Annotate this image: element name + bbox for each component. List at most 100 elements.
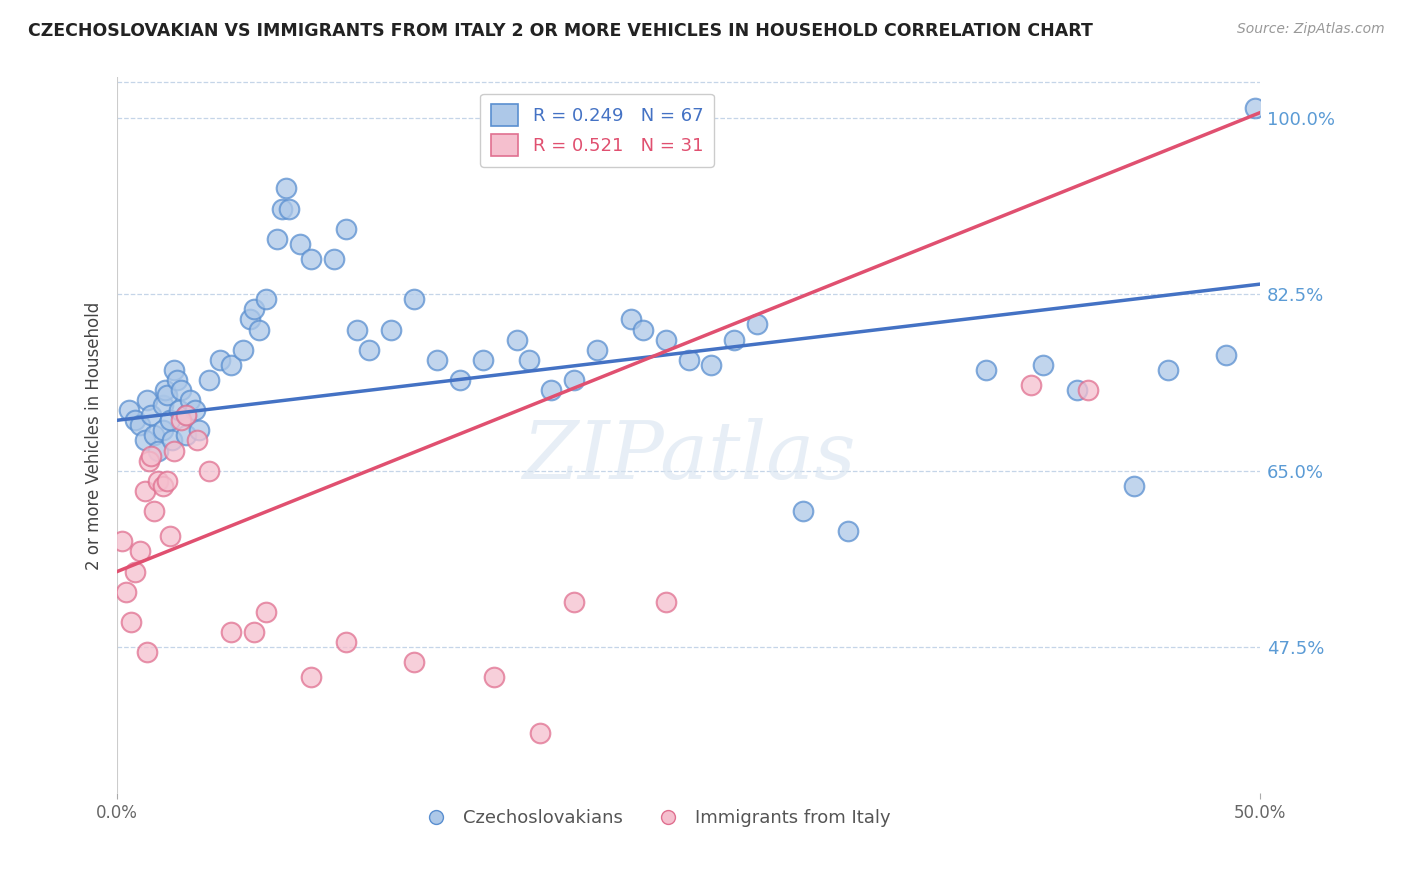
Point bbox=[529, 726, 551, 740]
Point bbox=[186, 434, 208, 448]
Point bbox=[266, 232, 288, 246]
Point bbox=[163, 443, 186, 458]
Point bbox=[247, 322, 270, 336]
Point bbox=[135, 393, 157, 408]
Point bbox=[174, 409, 197, 423]
Point bbox=[170, 413, 193, 427]
Point bbox=[1157, 363, 1180, 377]
Point bbox=[484, 670, 506, 684]
Point bbox=[277, 202, 299, 216]
Point bbox=[301, 252, 323, 266]
Point bbox=[152, 423, 174, 437]
Point bbox=[404, 293, 426, 307]
Point bbox=[141, 449, 163, 463]
Point bbox=[1066, 383, 1088, 397]
Point bbox=[254, 605, 277, 619]
Point bbox=[142, 428, 165, 442]
Point bbox=[254, 293, 277, 307]
Point bbox=[631, 322, 654, 336]
Point bbox=[159, 413, 181, 427]
Point bbox=[288, 236, 311, 251]
Point bbox=[148, 443, 170, 458]
Point bbox=[562, 595, 585, 609]
Legend: Czechoslovakians, Immigrants from Italy: Czechoslovakians, Immigrants from Italy bbox=[411, 802, 898, 834]
Point bbox=[301, 670, 323, 684]
Text: Source: ZipAtlas.com: Source: ZipAtlas.com bbox=[1237, 22, 1385, 37]
Point bbox=[620, 312, 643, 326]
Point bbox=[357, 343, 380, 357]
Point bbox=[678, 352, 700, 367]
Point bbox=[141, 409, 163, 423]
Point bbox=[700, 358, 723, 372]
Point bbox=[111, 534, 134, 549]
Point bbox=[221, 358, 243, 372]
Point bbox=[243, 302, 266, 317]
Point bbox=[148, 474, 170, 488]
Point bbox=[1032, 358, 1054, 372]
Point bbox=[179, 393, 201, 408]
Point bbox=[239, 312, 262, 326]
Point bbox=[586, 343, 609, 357]
Point bbox=[974, 363, 997, 377]
Point bbox=[138, 453, 160, 467]
Point bbox=[129, 544, 152, 558]
Point bbox=[540, 383, 562, 397]
Text: ZIPatlas: ZIPatlas bbox=[522, 418, 855, 496]
Point bbox=[174, 409, 197, 423]
Point bbox=[723, 333, 745, 347]
Point bbox=[243, 625, 266, 640]
Point bbox=[1077, 383, 1099, 397]
Point bbox=[135, 645, 157, 659]
Point bbox=[276, 181, 298, 195]
Point bbox=[117, 403, 139, 417]
Point bbox=[124, 413, 146, 427]
Text: CZECHOSLOVAKIAN VS IMMIGRANTS FROM ITALY 2 OR MORE VEHICLES IN HOUSEHOLD CORRELA: CZECHOSLOVAKIAN VS IMMIGRANTS FROM ITALY… bbox=[28, 22, 1092, 40]
Point bbox=[160, 434, 183, 448]
Point bbox=[837, 524, 859, 538]
Point bbox=[184, 403, 207, 417]
Point bbox=[134, 483, 156, 498]
Point bbox=[426, 352, 449, 367]
Y-axis label: 2 or more Vehicles in Household: 2 or more Vehicles in Household bbox=[86, 301, 103, 569]
Point bbox=[115, 584, 138, 599]
Point bbox=[159, 529, 181, 543]
Point bbox=[142, 504, 165, 518]
Point bbox=[1123, 479, 1146, 493]
Point bbox=[654, 595, 676, 609]
Point bbox=[506, 333, 529, 347]
Point bbox=[124, 565, 146, 579]
Point bbox=[188, 423, 211, 437]
Point bbox=[197, 464, 219, 478]
Point bbox=[380, 322, 402, 336]
Point bbox=[404, 655, 426, 669]
Point bbox=[654, 333, 676, 347]
Point bbox=[270, 202, 292, 216]
Point bbox=[152, 398, 174, 412]
Point bbox=[346, 322, 368, 336]
Point bbox=[208, 352, 231, 367]
Point bbox=[163, 363, 186, 377]
Point bbox=[323, 252, 346, 266]
Point bbox=[1244, 101, 1267, 115]
Point bbox=[134, 434, 156, 448]
Point bbox=[335, 221, 357, 235]
Point bbox=[1215, 348, 1237, 362]
Point bbox=[232, 343, 254, 357]
Point bbox=[170, 383, 193, 397]
Point bbox=[120, 615, 142, 629]
Point bbox=[449, 373, 471, 387]
Point bbox=[471, 352, 494, 367]
Point bbox=[792, 504, 814, 518]
Point bbox=[745, 318, 768, 332]
Point bbox=[335, 635, 357, 649]
Point bbox=[156, 474, 179, 488]
Point bbox=[517, 352, 540, 367]
Point bbox=[197, 373, 219, 387]
Point bbox=[167, 403, 190, 417]
Point bbox=[221, 625, 243, 640]
Point bbox=[152, 479, 174, 493]
Point bbox=[129, 418, 152, 433]
Point bbox=[156, 388, 179, 402]
Point bbox=[1019, 378, 1042, 392]
Point bbox=[153, 383, 176, 397]
